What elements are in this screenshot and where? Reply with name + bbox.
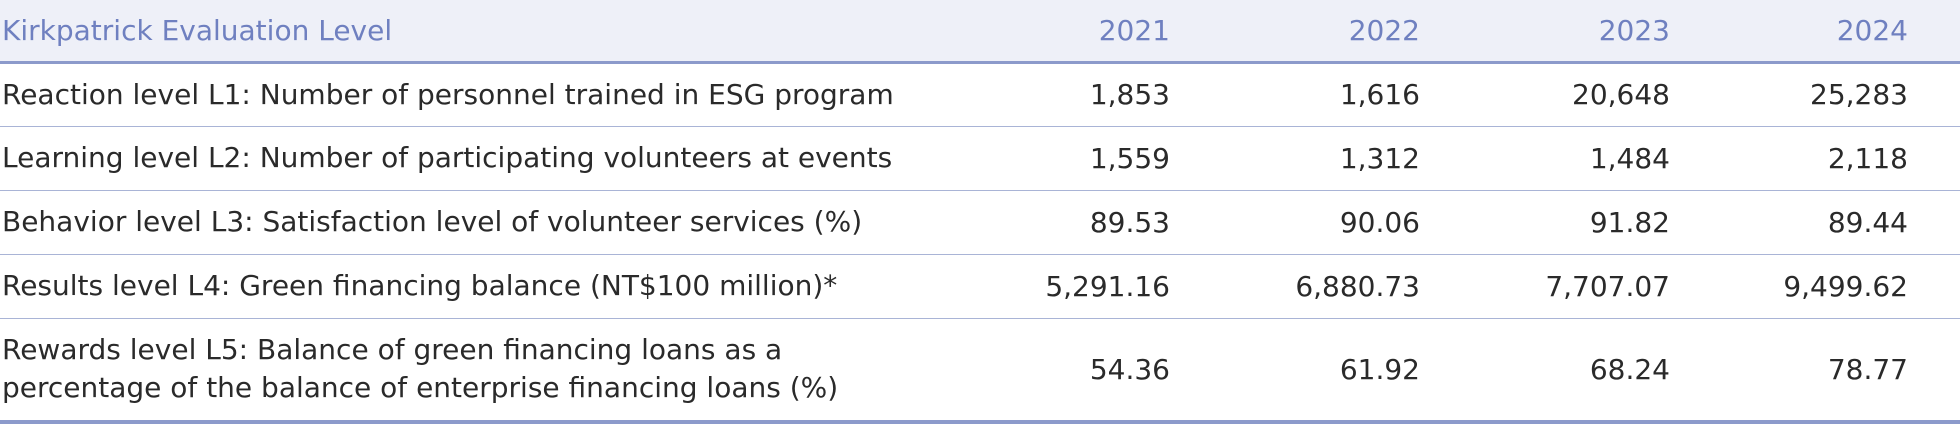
cell-value: 68.24 <box>1589 352 1670 386</box>
cell-value: 5,291.16 <box>1045 269 1170 303</box>
cell-value: 54.36 <box>1089 352 1170 386</box>
row-label: Rewards level L5: Balance of green finan… <box>2 333 839 405</box>
table-body: Reaction level L1: Number of personnel t… <box>0 62 1960 422</box>
cell-value: 1,853 <box>1089 78 1170 111</box>
year-header: 2024 <box>1836 13 1908 47</box>
cell-value: 78.77 <box>1827 352 1908 386</box>
cell-value: 1,559 <box>1089 141 1170 175</box>
row-label: Learning level L2: Number of participati… <box>2 141 893 174</box>
header-row: Kirkpatrick Evaluation Level 2021 2022 2023… <box>0 0 1960 62</box>
cell-value: 7,707.07 <box>1545 269 1670 303</box>
cell-value: 9,499.62 <box>1783 269 1908 303</box>
year-header: 2022 <box>1348 13 1420 47</box>
cell-value: 90.06 <box>1339 205 1420 239</box>
cell-value: 89.53 <box>1089 205 1170 239</box>
cell-value: 1,484 <box>1589 141 1670 175</box>
header-label: Kirkpatrick Evaluation Level <box>2 13 393 47</box>
table-row: Rewards level L5: Balance of green finan… <box>0 318 1960 422</box>
cell-value: 61.92 <box>1339 352 1420 386</box>
table-row: Behavior level L3: Satisfaction level of… <box>0 190 1960 254</box>
cell-value: 20,648 <box>1572 78 1670 111</box>
cell-value: 91.82 <box>1589 205 1670 239</box>
year-header: 2023 <box>1598 13 1670 47</box>
cell-value: 89.44 <box>1827 205 1908 239</box>
row-label: Results level L4: Green financing balanc… <box>2 269 838 302</box>
cell-value: 25,283 <box>1810 78 1908 111</box>
row-label: Reaction level L1: Number of personnel t… <box>2 77 894 111</box>
table-row: Results level L4: Green financing balanc… <box>0 254 1960 318</box>
cell-value: 1,616 <box>1339 78 1420 111</box>
cell-value: 2,118 <box>1827 141 1908 175</box>
table-row: Reaction level L1: Number of personnel t… <box>0 62 1960 126</box>
cell-value: 6,880.73 <box>1295 269 1420 303</box>
year-header: 2021 <box>1098 13 1170 47</box>
table-row: Learning level L2: Number of participati… <box>0 126 1960 190</box>
row-label: Behavior level L3: Satisfaction level of… <box>2 205 863 238</box>
cell-value: 1,312 <box>1339 141 1420 175</box>
